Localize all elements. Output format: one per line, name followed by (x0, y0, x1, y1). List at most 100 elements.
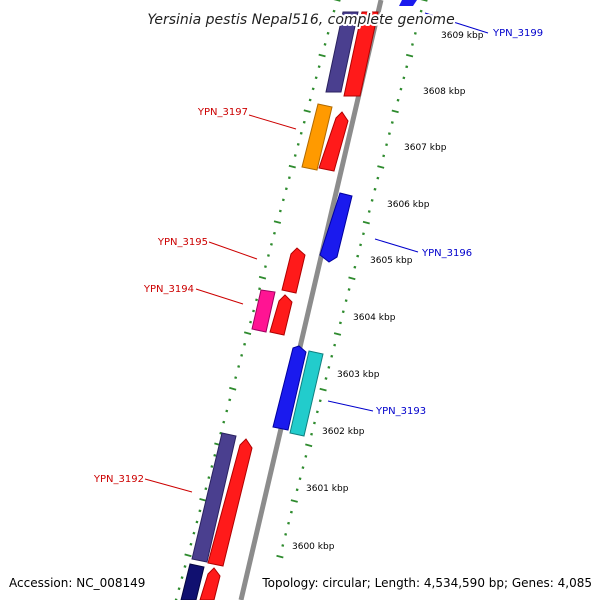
outer-minor-tick (249, 320, 252, 324)
outer-minor-tick (299, 131, 303, 135)
inner-minor-tick (405, 65, 409, 69)
outer-minor-tick (213, 454, 217, 457)
inner-minor-tick (387, 132, 391, 135)
outer-minor-tick (189, 542, 193, 546)
cds-blue-3193 (272, 345, 307, 431)
leader-ypn-3194 (195, 288, 244, 305)
inner-minor-tick (385, 143, 388, 147)
leader-ypn-3196 (374, 238, 419, 253)
outer-minor-tick (228, 398, 232, 402)
cds-orange (301, 103, 333, 171)
inner-major-tick (290, 499, 298, 503)
outer-minor-tick (240, 354, 244, 357)
outer-minor-tick (267, 254, 270, 257)
outer-major-tick (318, 53, 326, 58)
accession-text: Accession: NC_008149 (9, 576, 145, 590)
inner-minor-tick (338, 321, 342, 325)
outer-minor-tick (204, 487, 208, 491)
inner-major-tick (405, 53, 414, 58)
cds-red-3195 (281, 247, 306, 294)
inner-minor-tick (356, 254, 360, 258)
outer-minor-tick (192, 531, 196, 535)
outer-minor-tick (234, 376, 238, 380)
leader-ypn-3199 (424, 12, 489, 34)
outer-minor-tick (317, 65, 321, 69)
cds-red-3192 (207, 438, 253, 567)
outer-major-tick (184, 553, 192, 558)
gene-label-ypn-3192[interactable]: YPN_3192 (93, 474, 144, 485)
gene-labels: YPN_3199 YPN_3197 YPN_3196 YPN_3195 YPN_… (93, 28, 543, 485)
inner-minor-tick (344, 299, 348, 302)
inner-minor-tick (376, 176, 380, 180)
inner-major-tick (348, 276, 356, 281)
leader-ypn-3197 (248, 114, 297, 130)
outer-major-tick (303, 109, 311, 113)
cds-red-3197 (318, 111, 349, 172)
cds-red-top (343, 11, 379, 97)
inner-minor-tick (287, 521, 290, 525)
inner-minor-tick (324, 377, 328, 380)
inner-major-tick (391, 109, 399, 114)
cds-red-bottom (199, 567, 221, 600)
genome-backbone (238, 0, 384, 600)
inner-minor-tick (367, 210, 371, 213)
cds-blue-3196 (319, 192, 353, 263)
inner-minor-tick (318, 399, 322, 403)
outer-minor-tick (311, 87, 315, 91)
outer-minor-tick (195, 520, 199, 524)
gene-label-ypn-3199[interactable]: YPN_3199 (492, 28, 543, 39)
outer-minor-tick (210, 465, 214, 468)
inner-minor-tick (419, 9, 423, 13)
inner-major-tick (305, 443, 313, 448)
outer-minor-tick (281, 198, 285, 202)
cds-navy-bottom (180, 563, 205, 600)
cds-slate-3192 (191, 432, 237, 563)
genome-title: Yersinia pestis Nepal516, complete genom… (147, 12, 454, 28)
outer-tick-track (174, 0, 341, 600)
inner-minor-tick (382, 154, 386, 158)
kbp-label-3605: 3605 kbp (370, 256, 413, 266)
inner-minor-tick (327, 366, 331, 369)
kbp-label-3606: 3606 kbp (387, 200, 430, 210)
outer-major-tick (258, 275, 267, 280)
gene-label-ypn-3193[interactable]: YPN_3193 (375, 406, 426, 417)
inner-minor-tick (411, 43, 414, 46)
outer-major-tick (243, 331, 252, 335)
outer-minor-tick (332, 9, 336, 13)
outer-major-tick (199, 498, 207, 502)
gene-label-ypn-3194[interactable]: YPN_3194 (143, 284, 194, 295)
gene-label-ypn-3196[interactable]: YPN_3196 (421, 248, 472, 259)
outer-minor-tick (177, 587, 181, 591)
inner-minor-tick (298, 477, 302, 481)
kbp-label-3607: 3607 kbp (404, 143, 447, 153)
outer-major-tick (273, 220, 282, 224)
outer-minor-tick (314, 76, 318, 80)
inner-minor-tick (295, 488, 299, 492)
outer-minor-tick (323, 43, 327, 46)
inner-minor-tick (390, 121, 394, 124)
inner-minor-tick (347, 288, 351, 291)
cds-magenta (251, 289, 276, 333)
leader-ypn-3195 (208, 241, 258, 260)
inner-minor-tick (304, 455, 308, 458)
outer-minor-tick (222, 420, 226, 424)
outer-minor-tick (237, 365, 241, 368)
inner-minor-tick (310, 432, 313, 436)
outer-minor-tick (326, 31, 330, 35)
gene-label-ypn-3195[interactable]: YPN_3195 (157, 237, 208, 248)
outer-minor-tick (225, 409, 229, 413)
outer-minor-tick (255, 298, 258, 302)
inner-minor-tick (416, 20, 420, 24)
gene-label-ypn-3197[interactable]: YPN_3197 (197, 107, 248, 118)
leader-ypn-3193 (327, 400, 374, 412)
inner-minor-tick (413, 32, 417, 35)
inner-minor-tick (289, 510, 293, 514)
outer-minor-tick (264, 265, 267, 268)
inner-minor-tick (402, 76, 406, 80)
outer-minor-tick (293, 154, 297, 157)
outer-minor-tick (198, 509, 202, 513)
outer-minor-tick (243, 342, 247, 346)
inner-minor-tick (362, 232, 365, 236)
kbp-label-3603: 3603 kbp (337, 370, 380, 380)
